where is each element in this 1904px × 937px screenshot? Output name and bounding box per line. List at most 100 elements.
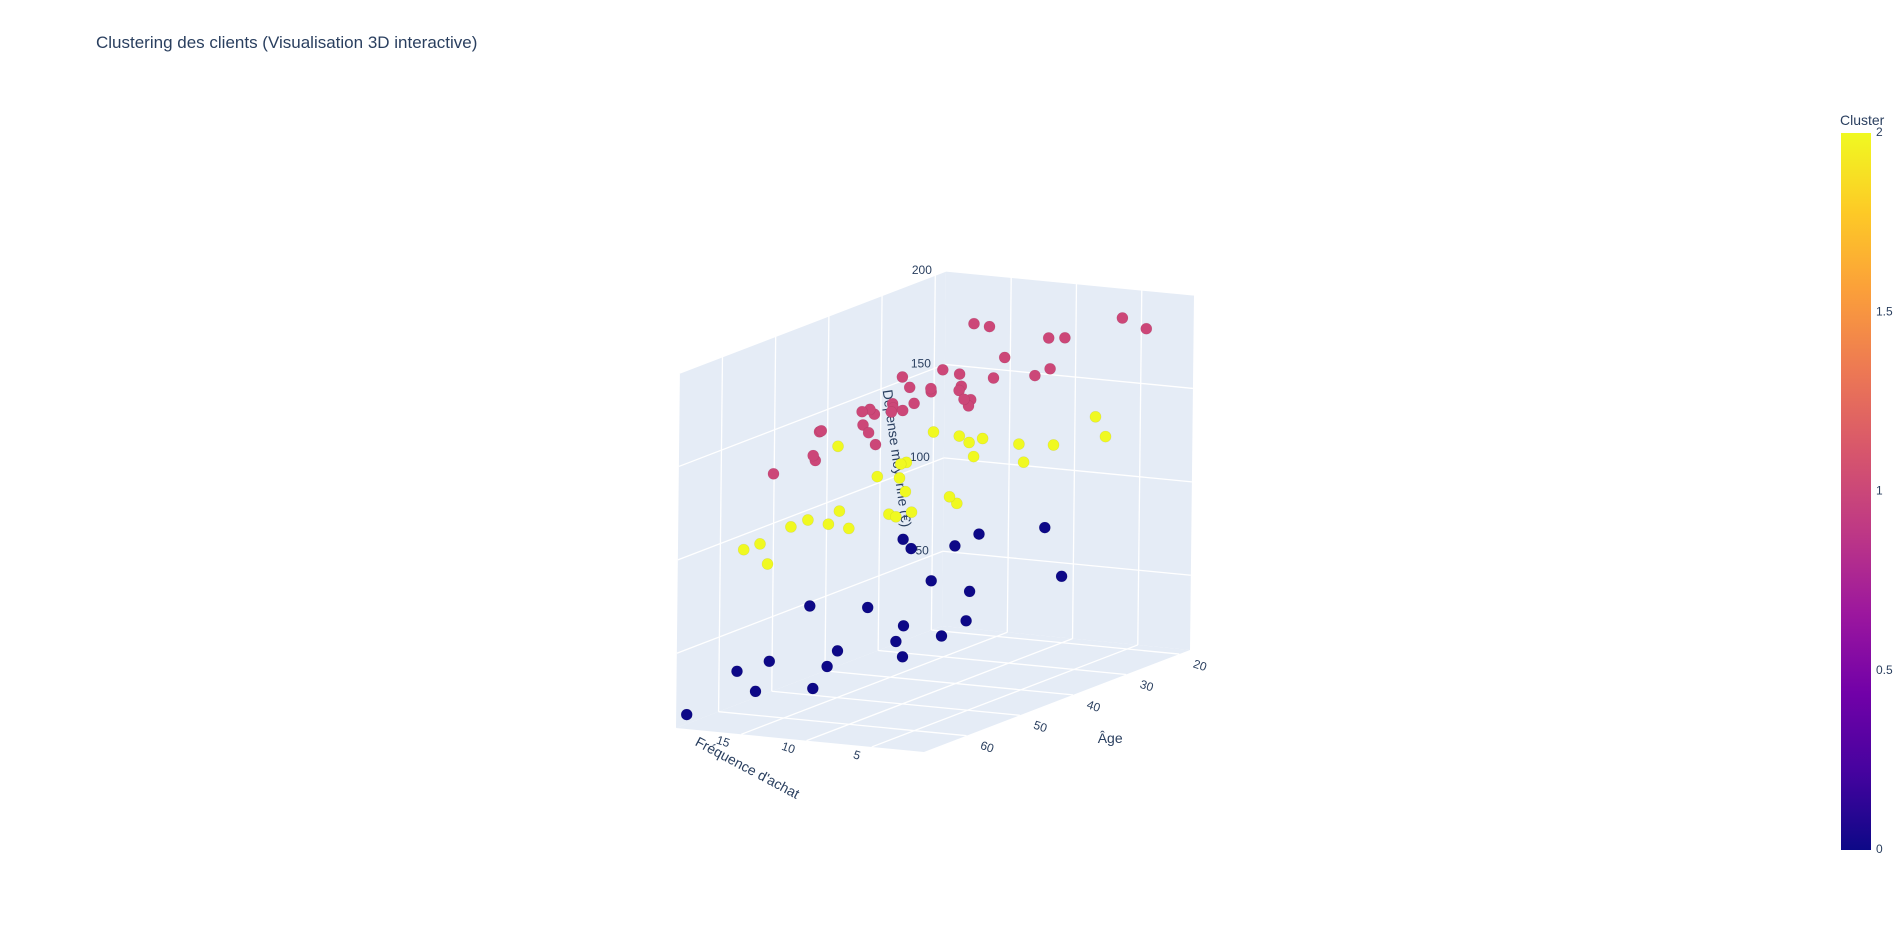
cluster-2-point[interactable] (1017, 456, 1030, 469)
cluster-0-point[interactable] (806, 682, 819, 695)
cluster-1-point[interactable] (1116, 312, 1129, 324)
colorbar-tick-label: 1.5 (1876, 304, 1893, 318)
cluster-0-point[interactable] (803, 600, 816, 612)
cluster-1-point[interactable] (953, 384, 965, 397)
cluster-0-point[interactable] (731, 665, 743, 678)
cluster-0-point[interactable] (960, 614, 972, 627)
cluster-2-point[interactable] (785, 521, 797, 533)
cluster-1-point[interactable] (1042, 332, 1055, 344)
cluster-0-point[interactable] (963, 585, 976, 598)
age-tick-label: 30 (1138, 677, 1155, 695)
frequency-tick-label: 15 (715, 733, 732, 751)
cluster-2-point[interactable] (802, 514, 814, 526)
spend-gridline-left (942, 550, 1191, 576)
cluster-2-point[interactable] (1047, 439, 1060, 451)
cluster-0-point[interactable] (925, 574, 938, 587)
cluster-1-point[interactable] (896, 404, 909, 417)
cluster-1-point[interactable] (953, 368, 966, 380)
colorbar-title: Cluster (1840, 112, 1885, 128)
cluster-1-point[interactable] (958, 393, 970, 406)
cluster-0-point[interactable] (897, 533, 909, 546)
cluster-1-point[interactable] (807, 449, 820, 462)
cluster-2-point[interactable] (899, 485, 912, 498)
cluster-2-point[interactable] (871, 470, 884, 483)
cluster-2-point[interactable] (1089, 410, 1102, 423)
cluster-2-point[interactable] (967, 450, 980, 463)
cluster-0-point[interactable] (831, 645, 844, 657)
cluster-0-point[interactable] (821, 660, 833, 673)
cluster-2-point[interactable] (963, 436, 975, 449)
cluster-0-point[interactable] (861, 601, 874, 614)
cluster-1-point[interactable] (987, 372, 1000, 384)
cluster-0-point[interactable] (905, 542, 917, 555)
cluster-2-point[interactable] (832, 440, 844, 453)
spend-gridline-left (943, 457, 1192, 483)
cluster-1-point[interactable] (1140, 322, 1153, 335)
cluster-2-point[interactable] (842, 522, 855, 535)
cluster-1-point[interactable] (815, 424, 828, 437)
cluster-2-point[interactable] (833, 505, 846, 517)
cluster-2-point[interactable] (737, 543, 750, 556)
cluster-2-point[interactable] (1013, 438, 1025, 450)
cluster-1-point[interactable] (869, 438, 882, 451)
colorbar-ticks: 0 0.5 1 1.5 2 (1876, 125, 1893, 856)
cluster-2-point[interactable] (953, 430, 966, 442)
cluster-0-point[interactable] (763, 655, 776, 668)
age-tick-label: 50 (1032, 718, 1049, 736)
cluster-0-point[interactable] (896, 650, 909, 663)
spend-gridline-left (945, 270, 1195, 296)
age-axis-title: Âge (1098, 730, 1123, 746)
cluster-0-point[interactable] (749, 685, 762, 698)
cluster-1-point[interactable] (925, 382, 937, 395)
cluster-1-point[interactable] (968, 317, 980, 330)
cluster-2-point[interactable] (927, 426, 940, 438)
cluster-2-point[interactable] (893, 472, 906, 484)
cluster-2-point[interactable] (1099, 430, 1112, 443)
cluster-2-point[interactable] (894, 458, 907, 470)
spend-gridline-left (944, 363, 1194, 390)
cluster-2-point[interactable] (761, 558, 774, 570)
cluster-1-point[interactable] (857, 419, 869, 431)
cluster-1-point[interactable] (998, 351, 1011, 364)
cluster-2-point[interactable] (822, 518, 835, 531)
cluster-1-point[interactable] (856, 405, 868, 418)
cluster-0-point[interactable] (890, 635, 902, 648)
cluster-0-point[interactable] (680, 708, 693, 721)
colorbar-tick-label: 0 (1876, 842, 1883, 856)
cluster-1-point[interactable] (908, 397, 920, 410)
age-tick-label: 60 (979, 738, 996, 756)
cluster-2-point[interactable] (943, 490, 956, 503)
cluster-0-point[interactable] (935, 630, 948, 642)
cluster-1-point[interactable] (862, 426, 875, 439)
cluster-1-point[interactable] (1059, 331, 1071, 344)
cluster-1-point[interactable] (983, 320, 996, 333)
cluster-0-point[interactable] (1038, 521, 1051, 534)
cluster-2-point[interactable] (754, 538, 766, 550)
age-gridline-wall (717, 356, 724, 712)
cluster-2-point[interactable] (976, 432, 989, 445)
spend-tick-label: 150 (911, 357, 931, 371)
cluster-1-point[interactable] (767, 467, 780, 480)
cluster-1-point[interactable] (936, 363, 949, 376)
cluster-2-point[interactable] (950, 497, 963, 510)
frequency-gridline-wall (1071, 283, 1078, 639)
cluster-1-point[interactable] (903, 381, 916, 394)
cluster-1-point[interactable] (885, 406, 898, 418)
cluster-1-point[interactable] (896, 371, 909, 383)
spend-tick-label: 200 (912, 263, 932, 277)
age-gridline-floor (718, 711, 967, 737)
cluster-0-point[interactable] (1055, 570, 1068, 583)
age-gridline-floor (931, 629, 1180, 655)
cluster-0-point[interactable] (973, 528, 985, 540)
colorbar-tick-label: 2 (1876, 125, 1883, 139)
frequency-gridline-wall (1137, 289, 1143, 645)
cluster-2-point[interactable] (890, 510, 902, 523)
frequency-tick-label: 5 (852, 747, 863, 762)
age-gridline-floor (878, 649, 1127, 676)
cluster-1-point[interactable] (1044, 362, 1056, 375)
cluster-0-point[interactable] (949, 540, 961, 552)
cluster-1-point[interactable] (1029, 369, 1041, 382)
cluster-0-point[interactable] (897, 619, 910, 632)
cluster-2-point[interactable] (905, 506, 918, 519)
